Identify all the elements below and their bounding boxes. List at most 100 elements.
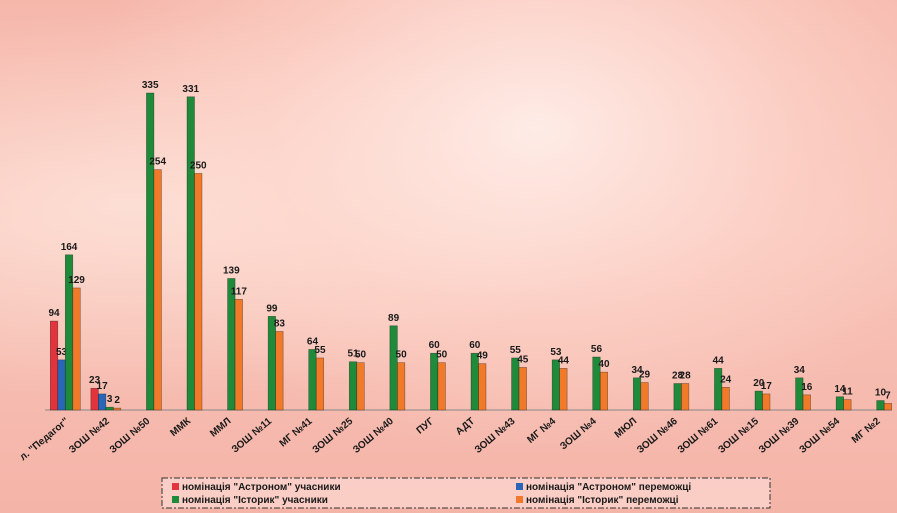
bar	[673, 383, 682, 411]
value-label: 99	[266, 303, 278, 314]
value-label: 44	[713, 355, 725, 366]
bar	[632, 377, 642, 411]
value-label: 16	[801, 382, 813, 393]
bar	[640, 382, 649, 411]
x-tick-label: ЗОШ №43	[473, 416, 518, 456]
value-label: 14	[834, 384, 846, 395]
x-tick-label: МЮЛ	[613, 416, 639, 441]
x-tick-label: ЗОШ №40	[351, 416, 396, 456]
bar	[315, 357, 325, 411]
value-label: 40	[598, 359, 610, 370]
x-tick-label: ЗОШ №15	[716, 416, 761, 456]
value-label: 50	[396, 350, 408, 361]
value-label: 335	[142, 80, 159, 91]
value-label: 24	[720, 374, 732, 385]
value-label: 7	[885, 390, 891, 401]
x-tick-label: ЗОШ №54	[797, 416, 842, 456]
bar	[267, 316, 276, 411]
bar	[883, 403, 893, 411]
bar	[113, 407, 122, 411]
value-label: 250	[190, 160, 207, 171]
value-label: 129	[68, 275, 85, 286]
bar	[721, 386, 730, 411]
bar	[599, 371, 609, 411]
value-label: 45	[517, 354, 529, 365]
bar	[430, 352, 439, 411]
bar	[754, 390, 763, 411]
x-tick-label: ПУГ	[415, 416, 437, 437]
x-tick-label: ЗОШ №4	[558, 416, 599, 453]
x-tick-label: ММК	[168, 415, 193, 439]
value-label: 64	[307, 336, 319, 347]
bar	[762, 393, 771, 411]
bar	[57, 359, 66, 411]
legend-swatch	[516, 496, 523, 503]
value-label: 3	[107, 394, 113, 405]
bar	[194, 173, 203, 411]
value-label: 34	[794, 365, 806, 376]
legend-swatch	[172, 483, 179, 490]
x-tick-label: ЗОШ №42	[67, 416, 112, 456]
bar	[153, 169, 162, 411]
value-label: 29	[639, 370, 651, 381]
value-label: 55	[314, 345, 326, 356]
x-tick-label: ЗОШ №25	[311, 416, 356, 456]
bar	[308, 349, 317, 411]
value-label: 17	[761, 381, 773, 392]
bar	[348, 361, 358, 411]
legend-label: номінація "Історик" переможці	[526, 495, 679, 506]
value-label: 49	[477, 351, 489, 362]
x-tick-label: АДТ	[454, 416, 477, 438]
value-label: 117	[231, 286, 248, 297]
x-tick-label: ЗОШ №46	[635, 416, 680, 456]
value-label: 44	[558, 355, 570, 366]
value-label: 83	[274, 318, 286, 329]
x-tick-label: ЗОШ №39	[757, 416, 802, 456]
value-label: 331	[182, 84, 199, 95]
bar	[876, 400, 885, 411]
value-label: 56	[591, 344, 603, 355]
value-label: 139	[223, 265, 240, 276]
bar	[397, 362, 406, 411]
x-tick-label: МГ №4	[525, 416, 558, 446]
value-label: 89	[388, 313, 400, 324]
value-label: 53	[550, 347, 562, 358]
bar	[681, 383, 690, 411]
value-label: 10	[875, 388, 887, 399]
legend-swatch	[172, 496, 179, 503]
value-label: 60	[469, 340, 481, 351]
value-label: 164	[61, 242, 78, 253]
bar	[146, 92, 155, 411]
value-label: 51	[347, 349, 359, 360]
bar	[186, 96, 195, 411]
bar	[105, 406, 114, 411]
value-label: 28	[672, 371, 684, 382]
bar	[437, 362, 446, 411]
value-label: 50	[355, 350, 367, 361]
bar	[835, 396, 844, 411]
legend-swatch	[516, 483, 523, 490]
legend-label: номінація "Історик" учасники	[182, 495, 328, 506]
bar	[559, 368, 568, 411]
x-tick-label: ЗОШ №61	[676, 416, 721, 456]
bar	[470, 352, 479, 411]
value-label: 254	[149, 157, 166, 168]
value-label: 50	[436, 350, 448, 361]
bar	[72, 287, 81, 411]
bar	[49, 320, 59, 411]
legend-label: номінація "Астроном" переможці	[526, 482, 691, 493]
bar	[518, 367, 527, 411]
value-label: 17	[97, 381, 109, 392]
x-tick-label: МГ №2	[850, 416, 883, 446]
bar	[389, 325, 398, 411]
bar	[234, 298, 243, 411]
value-label: 60	[429, 340, 441, 351]
value-label: 2	[114, 395, 120, 406]
bar	[478, 363, 487, 411]
bar	[227, 278, 236, 411]
bar	[275, 331, 284, 411]
bar	[551, 359, 560, 411]
value-label: 23	[89, 375, 101, 386]
